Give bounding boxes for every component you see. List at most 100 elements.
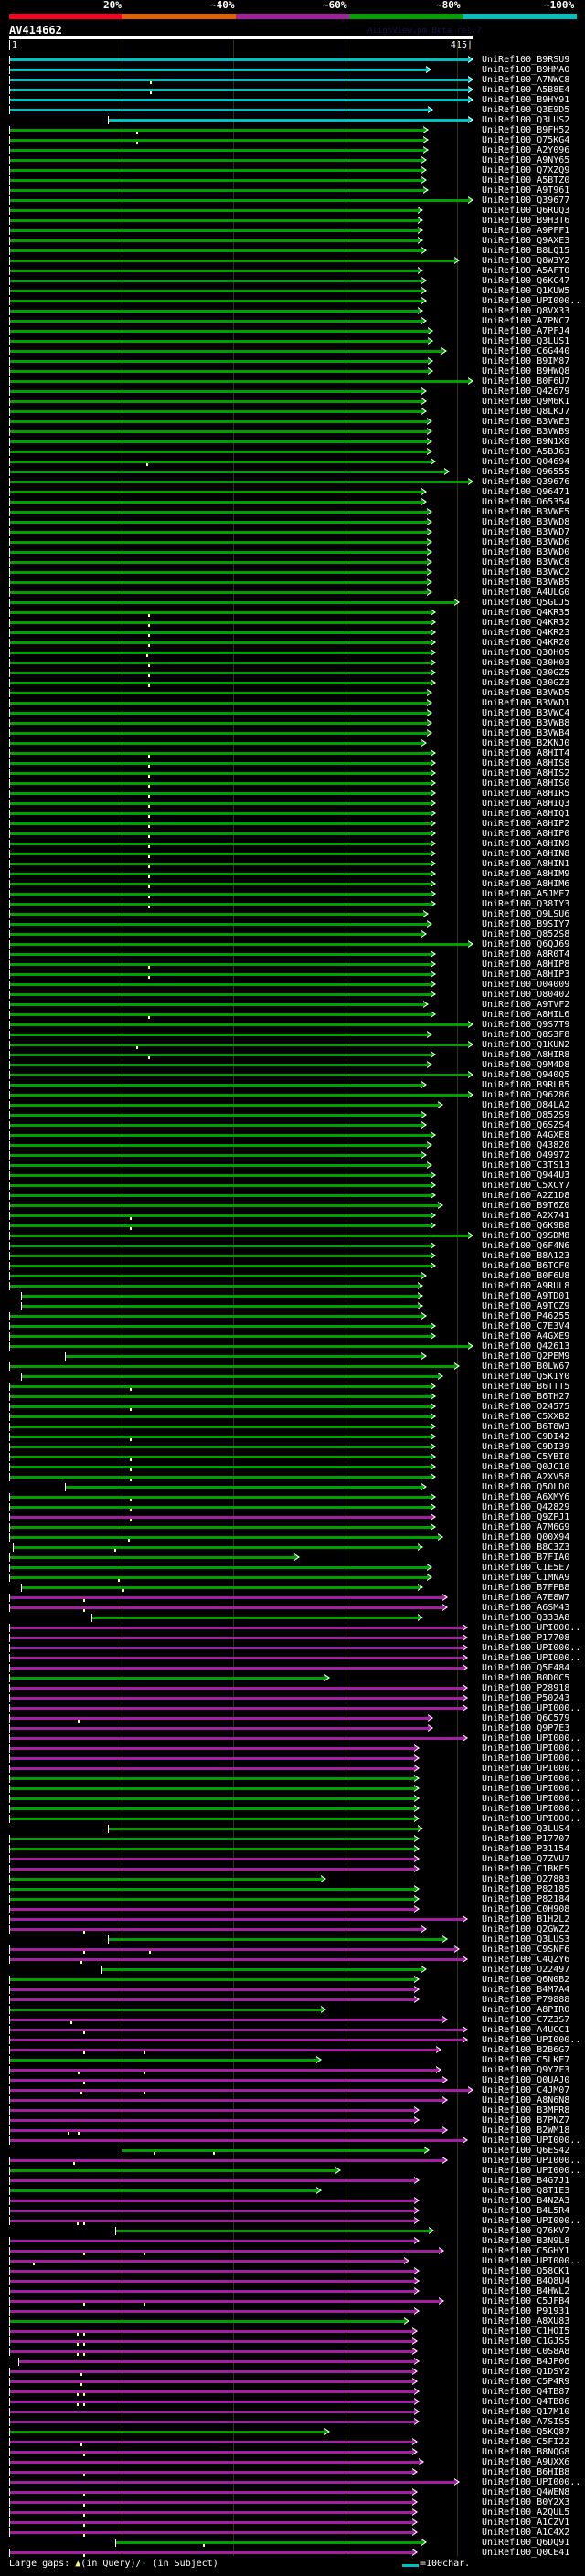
alignment-row[interactable]: UniRef100_Q42613 [0, 1341, 585, 1352]
hit-label[interactable]: UniRef100_C1E5E7 [482, 1563, 570, 1573]
hit-bar[interactable] [9, 1606, 442, 1609]
alignment-row[interactable]: UniRef100_A8HIR5 [0, 789, 585, 799]
alignment-row[interactable]: UniRef100_A2QUL5 [0, 2507, 585, 2518]
alignment-row[interactable]: UniRef100_A9T961 [0, 186, 585, 196]
hit-label[interactable]: UniRef100_B3VWD0 [482, 547, 570, 557]
hit-bar[interactable] [9, 290, 421, 292]
alignment-row[interactable]: UniRef100_C4JM07 [0, 2085, 585, 2095]
hit-label[interactable]: UniRef100_Q7ZVU7 [482, 1854, 570, 1864]
hit-label[interactable]: UniRef100_UPI000.. [482, 1703, 581, 1713]
hit-label[interactable]: UniRef100_Q5K1Y0 [482, 1372, 570, 1382]
hit-bar[interactable] [9, 531, 427, 534]
alignment-row[interactable]: UniRef100_C9DI39 [0, 1442, 585, 1452]
hit-label[interactable]: UniRef100_A8N6N8 [482, 2095, 570, 2105]
hit-bar[interactable] [9, 1154, 421, 1157]
alignment-row[interactable]: UniRef100_A4ULG0 [0, 588, 585, 598]
alignment-row[interactable]: UniRef100_A8R0T4 [0, 949, 585, 959]
alignment-row[interactable]: UniRef100_A7E8W7 [0, 1593, 585, 1603]
hit-bar[interactable] [9, 863, 431, 865]
hit-bar[interactable] [9, 320, 421, 323]
hit-label[interactable]: UniRef100_Q4WEN8 [482, 2487, 570, 2497]
hit-label[interactable]: UniRef100_C1GJS5 [482, 2337, 570, 2347]
alignment-row[interactable]: UniRef100_A2XV58 [0, 1472, 585, 1482]
alignment-row[interactable]: UniRef100_Q9M6K1 [0, 397, 585, 407]
alignment-row[interactable]: UniRef100_O04009 [0, 980, 585, 990]
hit-label[interactable]: UniRef100_UPI000.. [482, 1744, 581, 1754]
hit-label[interactable]: UniRef100_Q9AXE3 [482, 236, 570, 246]
hit-label[interactable]: UniRef100_Q5KQ87 [482, 2427, 570, 2437]
alignment-row[interactable]: UniRef100_Q76KV7 [0, 2226, 585, 2236]
alignment-row[interactable]: UniRef100_A9PFF1 [0, 226, 585, 236]
alignment-row[interactable]: UniRef100_B8C3Z3 [0, 1542, 585, 1553]
hit-label[interactable]: UniRef100_A2X741 [482, 1211, 570, 1221]
alignment-row[interactable]: UniRef100_A8HIT4 [0, 748, 585, 758]
hit-bar[interactable] [9, 1144, 427, 1147]
hit-bar[interactable] [9, 983, 431, 986]
alignment-row[interactable]: UniRef100_A8HIN9 [0, 839, 585, 849]
alignment-row[interactable]: UniRef100_A2X741 [0, 1211, 585, 1221]
hit-label[interactable]: UniRef100_A2QUL5 [482, 2507, 570, 2518]
hit-bar[interactable] [9, 58, 469, 61]
alignment-row[interactable]: UniRef100_A9RUL8 [0, 1281, 585, 1291]
hit-bar[interactable] [9, 1164, 427, 1167]
alignment-row[interactable]: UniRef100_C9SNF6 [0, 1945, 585, 1955]
hit-label[interactable]: UniRef100_Q6N0B2 [482, 1975, 570, 1985]
alignment-row[interactable]: UniRef100_C1GJS5 [0, 2337, 585, 2347]
alignment-row[interactable]: UniRef100_B9RSU9 [0, 55, 585, 65]
hit-label[interactable]: UniRef100_B0F6U7 [482, 376, 570, 387]
alignment-row[interactable]: UniRef100_B4M7A4 [0, 1985, 585, 1995]
alignment-row[interactable]: UniRef100_Q96555 [0, 467, 585, 477]
hit-bar[interactable] [9, 581, 427, 584]
hit-label[interactable]: UniRef100_B9T6Z0 [482, 1201, 570, 1211]
hit-bar[interactable] [9, 1275, 421, 1277]
alignment-row[interactable]: UniRef100_A8HIN1 [0, 859, 585, 869]
hit-bar[interactable] [9, 400, 421, 403]
alignment-row[interactable]: UniRef100_Q4TB87 [0, 2387, 585, 2397]
alignment-row[interactable]: UniRef100_B3VWB4 [0, 728, 585, 738]
hit-label[interactable]: UniRef100_B4Q8U4 [482, 2276, 570, 2286]
alignment-row[interactable]: UniRef100_B3VWE3 [0, 417, 585, 427]
alignment-row[interactable]: UniRef100_C5P4R9 [0, 2377, 585, 2387]
alignment-row[interactable]: UniRef100_Q43820 [0, 1140, 585, 1150]
hit-label[interactable]: UniRef100_B6TCF0 [482, 1261, 570, 1271]
hit-bar[interactable] [9, 561, 427, 564]
hit-bar[interactable] [9, 69, 426, 71]
alignment-row[interactable]: UniRef100_B7PNZ7 [0, 2115, 585, 2125]
hit-label[interactable]: UniRef100_B3VWC2 [482, 567, 570, 578]
hit-label[interactable]: UniRef100_A8HIP0 [482, 829, 570, 839]
hit-bar[interactable] [9, 1415, 431, 1418]
hit-label[interactable]: UniRef100_UPI000.. [482, 2156, 581, 2166]
hit-bar[interactable] [9, 380, 469, 383]
hit-label[interactable]: UniRef100_Q6KC47 [482, 276, 570, 286]
alignment-row[interactable]: UniRef100_B3VWB8 [0, 718, 585, 728]
hit-label[interactable]: UniRef100_C9DI39 [482, 1442, 570, 1452]
hit-label[interactable]: UniRef100_UPI000.. [482, 2035, 581, 2045]
alignment-row[interactable]: UniRef100_A7SIS5 [0, 2417, 585, 2427]
alignment-row[interactable]: UniRef100_Q9AXE3 [0, 236, 585, 246]
hit-label[interactable]: UniRef100_C5XXB2 [482, 1412, 570, 1422]
alignment-row[interactable]: UniRef100_Q6F4N6 [0, 1241, 585, 1251]
alignment-row[interactable]: UniRef100_Q4KR32 [0, 618, 585, 628]
hit-label[interactable]: UniRef100_A1CZV1 [482, 2518, 570, 2528]
hit-bar[interactable] [65, 1486, 421, 1489]
hit-label[interactable]: UniRef100_A8HIT4 [482, 748, 570, 758]
hit-label[interactable]: UniRef100_B7FPB8 [482, 1583, 570, 1593]
hit-label[interactable]: UniRef100_Q0CE41 [482, 2548, 570, 2558]
hit-label[interactable]: UniRef100_A8HIS8 [482, 758, 570, 769]
alignment-row[interactable]: UniRef100_Q6QJ69 [0, 939, 585, 949]
hit-bar[interactable] [9, 551, 427, 554]
alignment-row[interactable]: UniRef100_O24575 [0, 1402, 585, 1412]
hit-label[interactable]: UniRef100_B3VWC4 [482, 708, 570, 718]
hit-label[interactable]: UniRef100_Q17M10 [482, 2407, 570, 2417]
hit-bar[interactable] [9, 963, 431, 966]
hit-label[interactable]: UniRef100_C4QZY6 [482, 1955, 570, 1965]
hit-bar[interactable] [9, 2200, 415, 2202]
hit-label[interactable]: UniRef100_Q944U3 [482, 1171, 570, 1181]
hit-label[interactable]: UniRef100_Q4KR20 [482, 638, 570, 648]
hit-label[interactable]: UniRef100_Q58CK1 [482, 2266, 570, 2276]
hit-label[interactable]: UniRef100_P79888 [482, 1995, 570, 2005]
hit-bar[interactable] [9, 672, 431, 674]
alignment-row[interactable]: UniRef100_Q1KUN2 [0, 1040, 585, 1050]
hit-label[interactable]: UniRef100_Q9ZPJ1 [482, 1512, 570, 1522]
hit-label[interactable]: UniRef100_Q96286 [482, 1090, 570, 1100]
